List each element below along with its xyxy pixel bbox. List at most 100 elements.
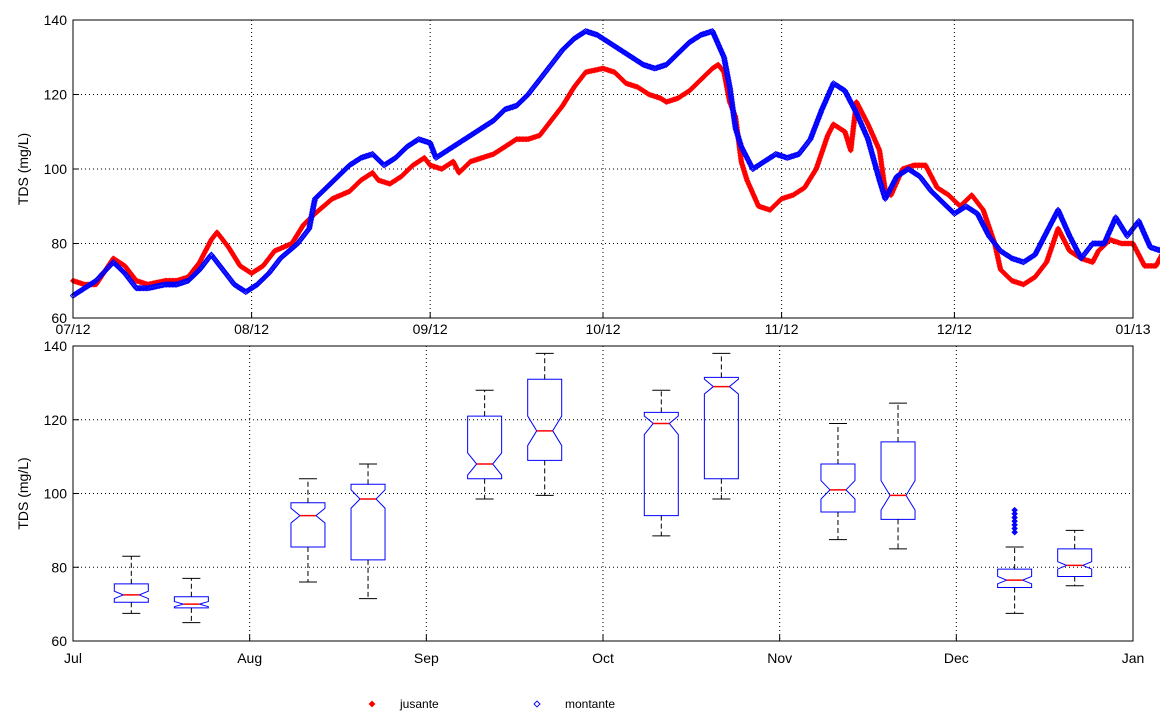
boxplot-x-tick-label: Oct (592, 650, 614, 666)
data-point-montante (1092, 240, 1099, 247)
data-point-montante (1143, 236, 1151, 244)
boxplot-y-tick-label: 140 (44, 338, 68, 354)
box-sep-jusante (467, 389, 503, 500)
box-outlier (1011, 517, 1018, 525)
box-aug-jusante (290, 478, 326, 583)
box-outlier (1011, 528, 1018, 536)
box-outlier (1011, 525, 1018, 532)
data-point-montante (1063, 225, 1070, 233)
data-point-montante (979, 220, 986, 227)
data-point-montante (1138, 225, 1146, 232)
data-point-montante (1139, 228, 1147, 235)
box-body (997, 568, 1033, 589)
box-body (290, 502, 326, 548)
data-point-montante (716, 43, 723, 51)
data-point-montante (1141, 232, 1149, 239)
data-point-montante (858, 121, 865, 128)
data-point-montante (870, 155, 877, 163)
box-nov-montante (880, 402, 916, 550)
data-point-montante (714, 39, 721, 47)
legend-label: jusante (399, 697, 439, 711)
data-point-montante (746, 160, 754, 167)
data-point-montante (741, 150, 749, 157)
data-point-montante (1065, 229, 1072, 237)
data-point-montante (711, 32, 718, 39)
timeseries-y-tick-label: 60 (51, 310, 67, 326)
data-point-montante (1062, 224, 1070, 231)
data-point-montante (1060, 219, 1068, 227)
data-point-montante (1056, 211, 1064, 218)
timeseries-x-tick-label: 12/12 (937, 321, 972, 337)
data-point-montante (428, 144, 436, 151)
data-point-montante (1063, 227, 1071, 234)
data-point-montante (1072, 243, 1079, 251)
timeseries-y-tick-label: 80 (51, 236, 67, 252)
data-point-montante (857, 120, 865, 127)
data-point-montante (846, 97, 854, 104)
box-body (1057, 548, 1093, 577)
data-point-montante (1057, 212, 1064, 220)
data-point-montante (870, 157, 878, 164)
data-point-montante (1069, 238, 1076, 245)
boxplot-x-tick-label: Sep (414, 650, 439, 666)
box-outlier (1011, 506, 1018, 514)
data-point-montante (848, 101, 856, 108)
data-point-montante (1140, 229, 1148, 236)
data-point-montante (182, 278, 189, 285)
data-point-montante (1135, 217, 1143, 225)
data-point-montante (859, 124, 867, 131)
data-point-montante (862, 130, 869, 137)
box-nov-jusante (820, 422, 856, 541)
data-point-montante (1058, 215, 1066, 222)
data-point-montante (981, 224, 988, 231)
legend-label: montante (565, 697, 615, 711)
data-point-montante (747, 161, 754, 169)
box-oct-montante (703, 352, 739, 500)
data-point-montante (983, 228, 991, 236)
data-point-montante (985, 231, 992, 238)
boxplot-y-axis-title: TDS (mg/L) (15, 457, 31, 529)
data-point-montante (976, 214, 983, 222)
box-sep-montante (527, 352, 563, 496)
data-point-montante (745, 158, 753, 166)
data-point-montante (1067, 235, 1075, 243)
boxplot-x-tick-label: Nov (767, 650, 792, 666)
timeseries-y-tick-label: 100 (44, 161, 68, 177)
data-point-montante (718, 49, 726, 57)
data-point-montante (862, 131, 870, 139)
data-point-montante (511, 102, 519, 110)
data-point-montante (742, 151, 749, 159)
data-point-montante (740, 147, 747, 155)
legend-marker (533, 700, 541, 708)
data-point-montante (164, 281, 172, 288)
data-point-montante (979, 221, 987, 229)
series-montante (69, 27, 1160, 299)
data-point-montante (974, 211, 982, 219)
data-point-montante (427, 141, 435, 148)
data-point-montante (868, 148, 875, 155)
data-point-montante (1056, 209, 1063, 217)
data-point-montante (855, 114, 862, 121)
data-point-montante (843, 91, 851, 99)
data-point-montante (863, 133, 870, 140)
data-point-montante (1145, 241, 1153, 248)
data-point-montante (860, 125, 867, 133)
data-point-montante (846, 95, 853, 103)
data-point-montante (1058, 213, 1065, 221)
data-point-montante (860, 127, 868, 134)
data-point-montante (429, 145, 436, 153)
data-point-montante (1144, 238, 1151, 245)
box-jul-jusante (113, 555, 149, 614)
data-point-montante (1157, 247, 1160, 254)
box-body (820, 463, 856, 513)
data-point-montante (792, 151, 800, 159)
data-point-montante (719, 51, 726, 58)
boxplot-x-tick-label: Aug (237, 650, 262, 666)
data-point-montante (794, 151, 801, 158)
data-point-montante (1145, 239, 1152, 247)
timeseries-x-tick-label: 08/12 (234, 321, 269, 337)
timeseries-x-tick-label: 11/12 (765, 321, 799, 337)
timeseries-x-tick-label: 07/12 (55, 321, 90, 337)
data-point-montante (428, 142, 435, 150)
data-point-montante (872, 164, 880, 172)
